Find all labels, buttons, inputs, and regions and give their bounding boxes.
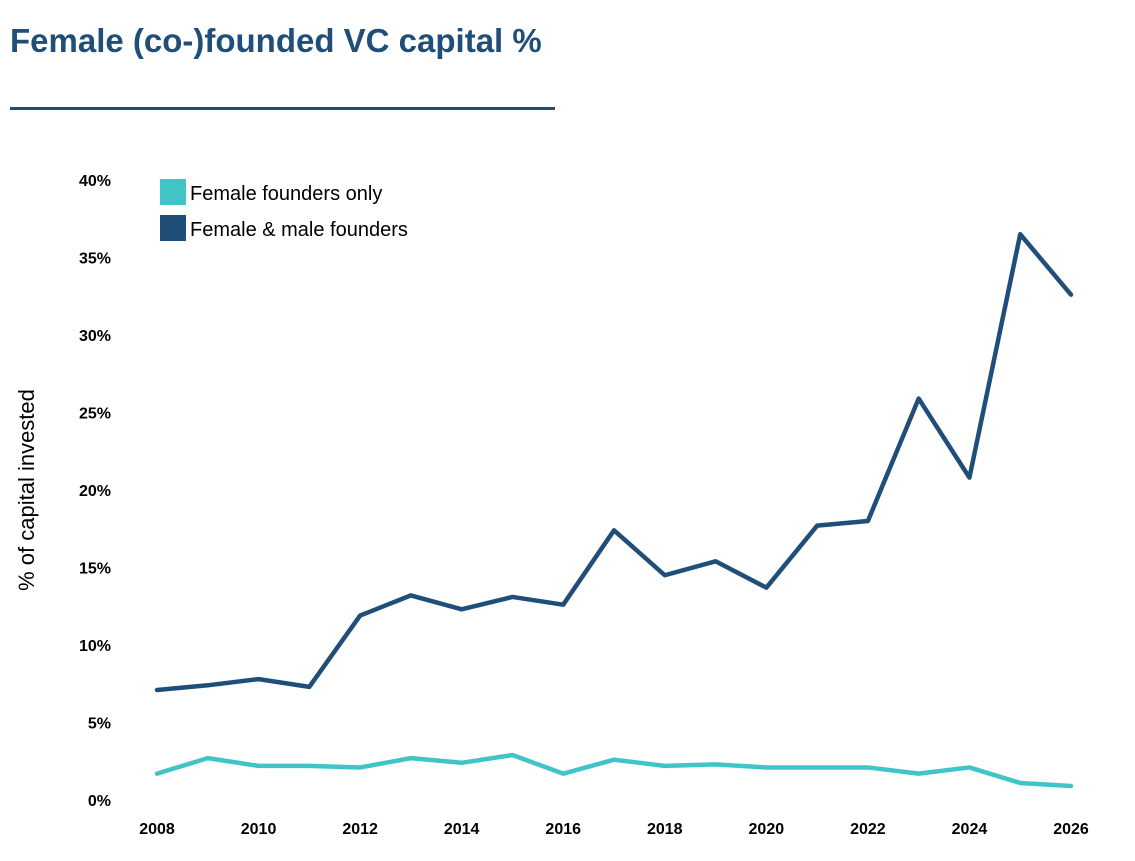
x-tick-label: 2008	[139, 821, 175, 838]
series-line-1	[154, 232, 1074, 693]
data-point	[816, 766, 818, 768]
legend-label: Female & male founders	[190, 219, 408, 241]
x-axis-ticks: 2008 2010 2012 2014 2016 2018 2020 2022 2024 2026	[139, 821, 1089, 838]
y-tick-label: 40%	[79, 173, 111, 190]
data-point	[968, 766, 970, 768]
data-point	[410, 757, 412, 759]
data-point	[1070, 294, 1072, 296]
x-tick-label: 2012	[342, 821, 378, 838]
y-tick-label: 30%	[79, 328, 111, 345]
data-point	[359, 766, 361, 768]
data-point	[511, 754, 513, 756]
data-point	[410, 594, 412, 596]
title-underline	[10, 107, 555, 110]
data-point	[765, 587, 767, 589]
data-point	[715, 560, 717, 562]
data-point	[867, 520, 869, 522]
data-point	[613, 529, 615, 531]
data-point	[156, 689, 158, 691]
series-lines	[154, 232, 1074, 789]
data-point	[613, 759, 615, 761]
data-point	[715, 763, 717, 765]
data-point	[816, 525, 818, 527]
data-point	[765, 766, 767, 768]
y-tick-label: 5%	[88, 716, 111, 733]
x-tick-label: 2020	[749, 821, 785, 838]
data-point	[511, 596, 513, 598]
legend-swatch	[160, 215, 186, 241]
data-point	[562, 604, 564, 606]
data-point	[867, 766, 869, 768]
y-tick-label: 20%	[79, 483, 111, 500]
data-point	[918, 398, 920, 400]
data-point	[968, 477, 970, 479]
y-tick-label: 25%	[79, 406, 111, 423]
data-point	[258, 678, 260, 680]
chart-title: Female (co-)founded VC capital %	[10, 22, 542, 59]
legend-label: Female founders only	[190, 183, 382, 205]
data-point	[207, 684, 209, 686]
x-tick-label: 2016	[545, 821, 581, 838]
data-point	[664, 765, 666, 767]
y-tick-label: 0%	[88, 793, 111, 810]
data-point	[156, 773, 158, 775]
x-tick-label: 2022	[850, 821, 886, 838]
data-point	[258, 765, 260, 767]
x-tick-label: 2024	[952, 821, 988, 838]
x-tick-label: 2014	[444, 821, 480, 838]
data-point	[207, 757, 209, 759]
legend: Female founders only Female & male founde…	[160, 179, 408, 241]
y-axis-ticks: 0% 5% 10% 15% 20% 25% 30% 35% 40%	[79, 173, 111, 810]
data-point	[562, 773, 564, 775]
y-axis-label: % of capital invested	[14, 389, 39, 591]
x-tick-label: 2010	[241, 821, 277, 838]
data-point	[1019, 233, 1021, 235]
data-point	[461, 608, 463, 610]
y-tick-label: 15%	[79, 561, 111, 578]
y-tick-label: 35%	[79, 251, 111, 268]
x-tick-label: 2018	[647, 821, 683, 838]
data-point	[308, 686, 310, 688]
data-point	[1070, 785, 1072, 787]
data-point	[461, 762, 463, 764]
data-point	[918, 773, 920, 775]
legend-swatch	[160, 179, 186, 205]
data-point	[308, 765, 310, 767]
data-point	[664, 574, 666, 576]
data-point	[1019, 782, 1021, 784]
data-point	[359, 615, 361, 617]
y-tick-label: 10%	[79, 638, 111, 655]
x-tick-label: 2026	[1053, 821, 1089, 838]
